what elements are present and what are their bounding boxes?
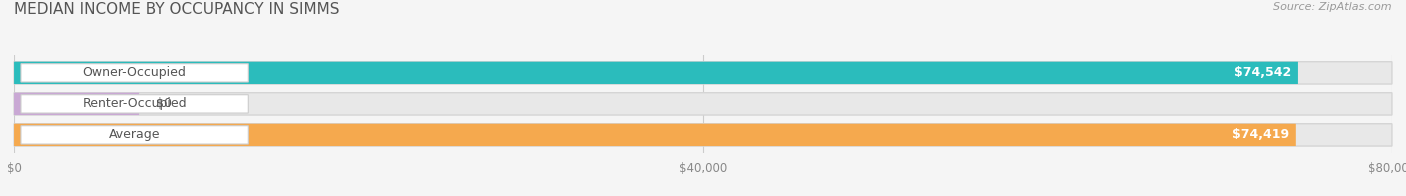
Text: $74,419: $74,419 <box>1232 128 1289 141</box>
FancyBboxPatch shape <box>14 93 1392 115</box>
FancyBboxPatch shape <box>14 62 1298 84</box>
Text: Average: Average <box>108 128 160 141</box>
FancyBboxPatch shape <box>14 62 1392 84</box>
FancyBboxPatch shape <box>21 64 249 82</box>
Text: $74,542: $74,542 <box>1234 66 1291 79</box>
FancyBboxPatch shape <box>14 124 1392 146</box>
FancyBboxPatch shape <box>14 93 139 115</box>
Text: Renter-Occupied: Renter-Occupied <box>83 97 187 110</box>
Text: $0: $0 <box>156 97 172 110</box>
Text: Owner-Occupied: Owner-Occupied <box>83 66 187 79</box>
FancyBboxPatch shape <box>21 95 249 113</box>
Text: MEDIAN INCOME BY OCCUPANCY IN SIMMS: MEDIAN INCOME BY OCCUPANCY IN SIMMS <box>14 2 340 17</box>
FancyBboxPatch shape <box>14 124 1296 146</box>
FancyBboxPatch shape <box>21 126 249 144</box>
Text: Source: ZipAtlas.com: Source: ZipAtlas.com <box>1274 2 1392 12</box>
